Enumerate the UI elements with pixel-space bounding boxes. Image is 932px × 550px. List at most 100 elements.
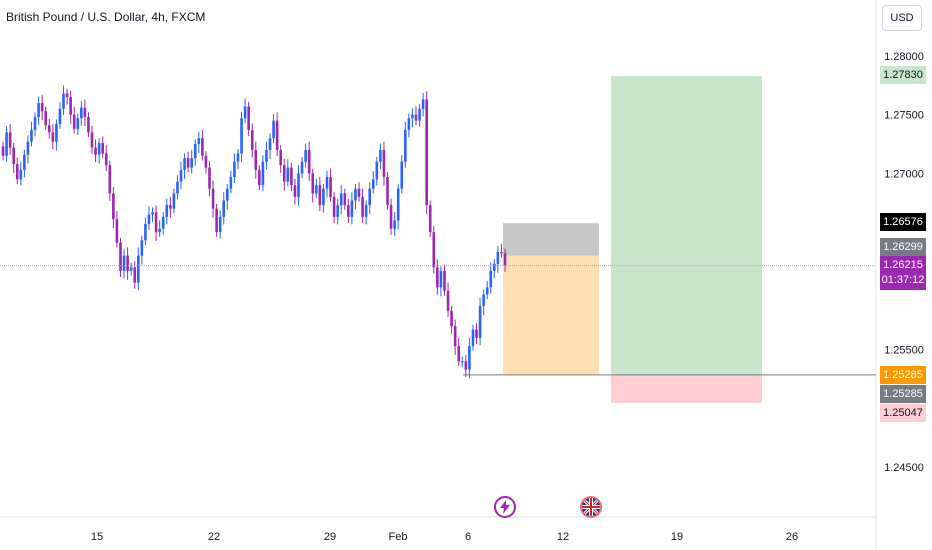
currency-button[interactable]: USD (882, 5, 922, 31)
candle-body (464, 361, 468, 370)
candle-body (432, 232, 436, 268)
candle-body (357, 188, 361, 197)
candle-body (5, 132, 8, 156)
candle-body (393, 220, 396, 229)
price-tag: 1.25285 (880, 366, 926, 384)
candle-body (265, 149, 268, 162)
candle-body (190, 158, 193, 168)
candle-body (293, 185, 297, 197)
candle-body (389, 205, 393, 229)
candle-body (382, 149, 386, 177)
candle-body (468, 346, 471, 370)
candle-body (126, 255, 129, 271)
x-tick-label: 22 (208, 531, 220, 543)
x-tick-label: 19 (671, 531, 683, 543)
candle-body (407, 118, 411, 130)
candle-body (307, 149, 311, 174)
candle-body (439, 270, 443, 288)
candle-body (272, 120, 275, 139)
candle-body (336, 205, 339, 217)
price-tag: 1.25285 (880, 385, 926, 403)
y-tick-label: 1.28000 (884, 51, 924, 63)
candle-body (1, 146, 5, 156)
lightning-icon[interactable] (494, 496, 516, 518)
candle-body (225, 188, 229, 201)
candle-body (329, 176, 332, 197)
candle-body (90, 132, 94, 148)
candle-body (229, 176, 233, 189)
candle-body (119, 242, 122, 271)
candle-body (136, 255, 140, 283)
x-tick-label: 12 (557, 531, 569, 543)
candle-body (436, 267, 439, 288)
candle-body (400, 161, 404, 189)
candle-body (446, 290, 450, 311)
candle-body (290, 167, 293, 186)
candle-body (421, 99, 425, 109)
candle-body (115, 219, 119, 243)
last-price: 1.26215 (883, 259, 923, 271)
candle-body (47, 125, 51, 133)
candle-body (97, 142, 101, 155)
current-price-tag: 1.26215 01:37:12 (880, 256, 926, 290)
candle-body (386, 176, 389, 206)
candle-body (254, 149, 258, 170)
x-tick-label: Feb (389, 531, 408, 543)
target-zone (611, 75, 762, 375)
candle-body (104, 153, 108, 166)
candle-body (236, 153, 240, 162)
candle-body (80, 107, 83, 119)
candle-body (471, 329, 475, 347)
price-tag: 1.26576 (880, 213, 926, 231)
candle-body (165, 205, 169, 217)
x-tick-label: 26 (786, 531, 798, 543)
countdown: 01:37:12 (881, 274, 925, 286)
candle-body (457, 346, 461, 362)
stop-zone (611, 374, 762, 403)
x-tick-label: 29 (324, 531, 336, 543)
candle-body (101, 142, 104, 154)
candle-body (19, 169, 23, 180)
y-tick-label: 1.27000 (884, 168, 924, 180)
candle-body (268, 138, 272, 150)
candle-body (208, 167, 211, 189)
candle-body (176, 181, 179, 194)
candle-body (172, 193, 176, 209)
y-tick-label: 1.24500 (884, 462, 924, 474)
candle-body (58, 108, 62, 125)
candle-body (500, 252, 503, 254)
candle-body (322, 188, 325, 206)
candle-body (23, 154, 26, 170)
candle-body (240, 118, 243, 154)
candle-body (343, 193, 347, 206)
candle-body (62, 93, 65, 109)
candle-body (222, 200, 226, 217)
candle-body (72, 114, 76, 129)
candle-body (339, 193, 343, 206)
candle-body (69, 97, 72, 115)
candle-body (279, 149, 283, 166)
candle-body (250, 129, 254, 150)
candle-body (503, 253, 507, 266)
candle-body (300, 161, 304, 174)
candle-body (147, 214, 151, 224)
candle-body (297, 173, 300, 197)
price-tag: 1.26299 (880, 238, 926, 256)
candle-body (26, 141, 30, 155)
candle-body (361, 196, 364, 217)
candle-body (482, 294, 485, 307)
uk-flag-icon[interactable] (580, 496, 602, 518)
candle-body (332, 196, 336, 217)
candle-body (133, 267, 137, 283)
candle-body (354, 188, 357, 201)
candle-body (76, 118, 80, 129)
candle-body (15, 164, 19, 180)
candle-body (55, 124, 58, 142)
candle-body (404, 129, 407, 162)
candle-body (425, 99, 428, 206)
candle-body (186, 158, 190, 168)
candle-body (414, 114, 418, 121)
candle-body (140, 240, 144, 256)
candle-body (396, 188, 400, 221)
